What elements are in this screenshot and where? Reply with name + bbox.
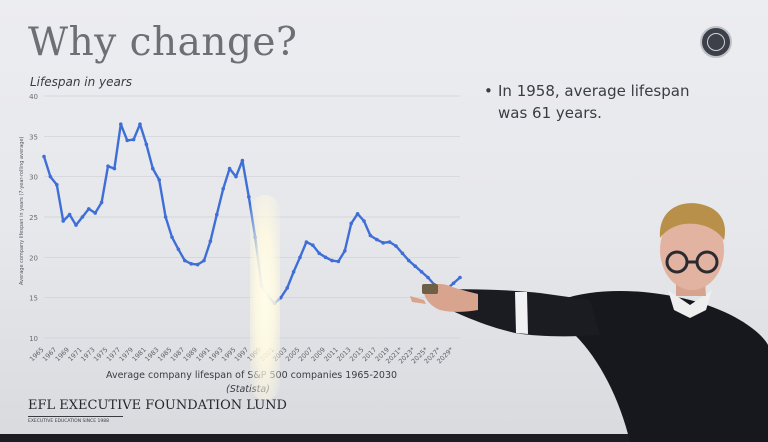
data-point bbox=[298, 255, 302, 260]
chart-source: (Statista) bbox=[226, 384, 270, 395]
data-point bbox=[125, 138, 129, 143]
data-point bbox=[240, 158, 245, 163]
data-point bbox=[375, 237, 379, 242]
data-point bbox=[387, 240, 392, 244]
data-point bbox=[112, 166, 117, 171]
slide-title: Why change? bbox=[28, 20, 298, 65]
data-point bbox=[407, 258, 411, 263]
data-point bbox=[426, 275, 430, 280]
projector-glare bbox=[250, 195, 280, 400]
y-tick-label: 40 bbox=[29, 93, 38, 101]
data-point bbox=[234, 174, 238, 179]
bullet-text: In 1958, average lifespan was 61 years. bbox=[498, 82, 690, 122]
data-point bbox=[189, 261, 193, 266]
y-tick-label: 35 bbox=[29, 133, 38, 141]
data-point bbox=[349, 221, 354, 226]
data-point bbox=[458, 275, 462, 280]
data-point bbox=[362, 219, 366, 223]
data-point bbox=[330, 258, 334, 263]
data-point bbox=[381, 241, 386, 245]
y-tick-label: 30 bbox=[29, 174, 38, 182]
data-point bbox=[151, 166, 155, 171]
data-point bbox=[93, 211, 97, 215]
data-point bbox=[74, 223, 78, 227]
bullet-point: • In 1958, average lifespan was 61 years… bbox=[484, 80, 704, 124]
y-tick-label: 15 bbox=[29, 295, 38, 303]
data-point bbox=[106, 164, 110, 168]
seal-icon bbox=[700, 26, 732, 58]
data-point bbox=[336, 259, 341, 264]
data-point bbox=[394, 244, 398, 248]
data-point bbox=[99, 200, 104, 205]
data-point bbox=[247, 195, 251, 199]
data-point bbox=[323, 255, 328, 260]
data-point bbox=[355, 211, 360, 216]
data-point bbox=[368, 233, 373, 238]
data-point bbox=[138, 122, 142, 127]
data-point bbox=[157, 178, 161, 182]
data-point bbox=[291, 270, 296, 274]
data-point bbox=[80, 215, 85, 219]
data-point bbox=[221, 186, 225, 191]
y-tick-label: 25 bbox=[29, 214, 38, 222]
data-point bbox=[87, 207, 91, 211]
data-point bbox=[183, 258, 187, 263]
data-point bbox=[144, 142, 149, 147]
data-point bbox=[304, 240, 309, 244]
data-point bbox=[163, 215, 168, 219]
data-point bbox=[227, 166, 232, 171]
data-point bbox=[170, 235, 174, 239]
data-point bbox=[215, 212, 219, 217]
logo-tagline: EXECUTIVE EDUCATION SINCE 1988 bbox=[28, 416, 123, 424]
data-point bbox=[208, 239, 213, 243]
data-point bbox=[131, 137, 136, 142]
data-point bbox=[451, 281, 456, 285]
presenter-face bbox=[660, 210, 724, 290]
presenter-remote-icon bbox=[422, 284, 438, 294]
data-point bbox=[67, 212, 72, 217]
data-point bbox=[400, 251, 405, 256]
data-point bbox=[343, 249, 347, 253]
data-point bbox=[42, 154, 46, 159]
data-point bbox=[413, 264, 418, 269]
y-tick-label: 10 bbox=[29, 335, 38, 343]
chart-heading: Lifespan in years bbox=[30, 75, 133, 89]
data-point bbox=[48, 174, 53, 179]
data-point bbox=[195, 262, 200, 267]
data-point bbox=[61, 219, 65, 223]
data-point bbox=[317, 251, 322, 256]
data-point bbox=[419, 270, 424, 274]
data-point bbox=[119, 122, 123, 127]
data-point bbox=[176, 247, 181, 252]
data-point bbox=[285, 286, 290, 290]
y-tick-label: 20 bbox=[29, 254, 38, 262]
data-point bbox=[202, 258, 206, 263]
data-point bbox=[311, 243, 315, 248]
presenter-sweater bbox=[560, 290, 768, 442]
data-point bbox=[55, 182, 59, 187]
